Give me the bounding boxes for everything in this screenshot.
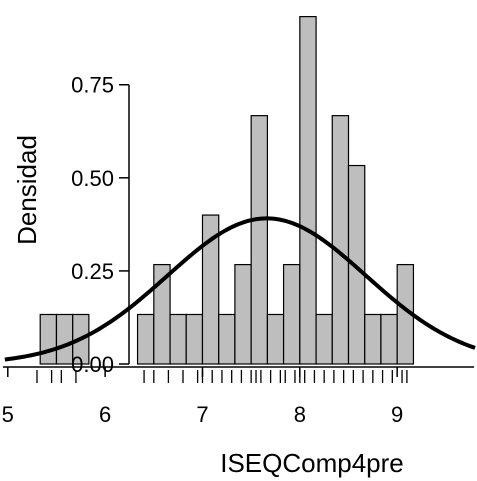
x-tick-label: 5 bbox=[2, 402, 14, 427]
histogram-bar-13 bbox=[299, 16, 317, 365]
histogram-bar-15 bbox=[331, 115, 350, 365]
density-curve bbox=[4, 216, 476, 362]
histogram-bar-5 bbox=[169, 313, 187, 365]
histogram-bar-14 bbox=[315, 313, 333, 365]
histogram-bar-0 bbox=[39, 313, 58, 365]
y-tick-label: 0.50 bbox=[71, 166, 114, 191]
x-axis: 5 6 7 8 9 bbox=[2, 366, 475, 427]
x-axis-label: ISEQComp4pre bbox=[220, 448, 404, 478]
rug-marks bbox=[36, 370, 408, 383]
y-tick-label: 0.25 bbox=[71, 259, 114, 284]
x-tick-label: 6 bbox=[99, 402, 111, 427]
histogram-bar-3 bbox=[136, 313, 155, 365]
histogram-bar-17 bbox=[364, 313, 382, 365]
histogram-bar-18 bbox=[380, 313, 398, 365]
x-tick-label: 9 bbox=[391, 402, 403, 427]
y-tick-label: 0.00 bbox=[71, 352, 114, 377]
histogram-bar-8 bbox=[218, 313, 236, 365]
histogram-bar-12 bbox=[282, 263, 301, 365]
y-axis: 0.00 0.25 0.50 0.75 bbox=[71, 73, 130, 377]
histogram-bar-10 bbox=[250, 115, 269, 365]
y-tick-label: 0.75 bbox=[71, 73, 114, 98]
histogram-bar-6 bbox=[185, 313, 204, 365]
histogram-bar-9 bbox=[234, 263, 252, 365]
histogram-bar-11 bbox=[266, 313, 285, 365]
histogram-bar-7 bbox=[201, 214, 220, 365]
x-tick-label: 8 bbox=[294, 402, 306, 427]
x-tick-label: 7 bbox=[196, 402, 208, 427]
histogram-bars bbox=[39, 16, 415, 365]
y-axis-label: Densidad bbox=[12, 135, 42, 245]
